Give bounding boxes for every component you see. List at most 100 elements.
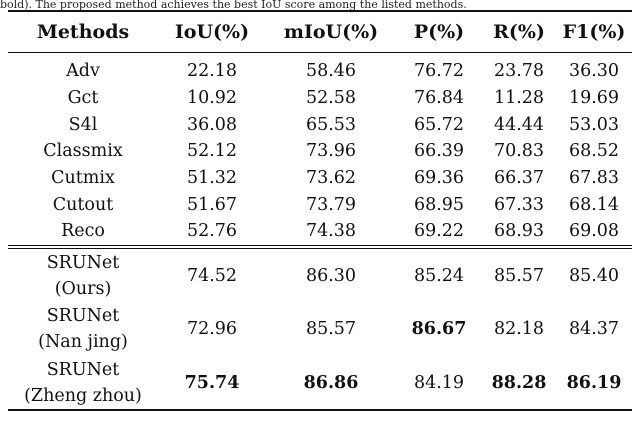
cell-f1: 19.69 (568, 88, 620, 109)
cell-f1: 85.40 (556, 247, 632, 303)
best-value: 86.19 (566, 372, 622, 393)
cell-method: S4l (68, 114, 98, 135)
cell-recall: 44.44 (493, 114, 545, 135)
cell-precision: 68.95 (413, 194, 465, 215)
cell-recall: 85.57 (482, 247, 556, 303)
results-table: Methods IoU(%) mIoU(%) P(%) R(%) F1(%) A… (8, 10, 632, 411)
cell-recall: 68.93 (493, 221, 545, 242)
cell-method: Adv (66, 61, 100, 82)
caption-fragment: bold). The proposed method achieves the … (0, 0, 467, 11)
header-miou: mIoU(%) (283, 21, 379, 43)
cell-miou: 74.38 (305, 221, 357, 242)
value: 84.19 (413, 372, 465, 393)
table-row: Gct 10.92 52.58 76.84 11.28 19.69 (8, 85, 632, 112)
value: 84.37 (568, 319, 620, 340)
baseline-rows: Adv 22.18 58.46 76.72 23.78 36.30 Gct 10.92 52.5… (8, 53, 632, 247)
best-value: 86.86 (303, 372, 359, 393)
cell-f1: 36.30 (568, 61, 620, 82)
cell-miou: 58.46 (305, 61, 357, 82)
value: 85.24 (413, 265, 465, 286)
cell-f1: 69.08 (568, 221, 620, 242)
cell-iou: 75.74 (158, 356, 266, 411)
cell-recall: 23.78 (493, 61, 545, 82)
cell-f1: 86.19 (556, 356, 632, 411)
cell-miou: 86.86 (266, 356, 396, 411)
cell-recall: 66.37 (493, 168, 545, 189)
cell-precision: 66.39 (413, 141, 465, 162)
best-value: 88.28 (491, 372, 547, 393)
value: 82.18 (493, 319, 545, 340)
cell-precision: 86.67 (396, 302, 482, 356)
value: 74.52 (186, 265, 238, 286)
table-row: SRUNet (Ours) 74.52 86.30 85.24 85.57 85.40 (8, 247, 632, 303)
header-methods: Methods (36, 21, 130, 43)
method-variant: (Nan jing) (38, 332, 128, 353)
header-iou: IoU(%) (174, 21, 250, 43)
cell-precision: 76.84 (413, 88, 465, 109)
table-row: S4l 36.08 65.53 65.72 44.44 53.03 (8, 111, 632, 138)
cell-iou: 72.96 (158, 302, 266, 356)
header-f1: F1(%) (562, 21, 626, 43)
table-row: Reco 52.76 74.38 69.22 68.93 69.08 (8, 218, 632, 247)
cell-method: Classmix (43, 141, 123, 162)
table-row: Adv 22.18 58.46 76.72 23.78 36.30 (8, 53, 632, 85)
cell-iou: 36.08 (186, 114, 238, 135)
table-row: Cutmix 51.32 73.62 69.36 66.37 67.83 (8, 165, 632, 192)
cell-iou: 52.76 (186, 221, 238, 242)
cell-precision: 69.36 (413, 168, 465, 189)
best-value: 75.74 (184, 372, 240, 393)
value: 72.96 (186, 319, 238, 340)
value: 85.57 (493, 265, 545, 286)
cell-precision: 76.72 (413, 61, 465, 82)
cell-miou: 73.79 (305, 194, 357, 215)
header-row: Methods IoU(%) mIoU(%) P(%) R(%) F1(%) (8, 11, 632, 53)
table-row: Cutout 51.67 73.79 68.95 67.33 68.14 (8, 191, 632, 218)
value: 86.30 (305, 265, 357, 286)
cell-miou: 65.53 (305, 114, 357, 135)
table-row: SRUNet (Zheng zhou) 75.74 86.86 84.19 88.28 86… (8, 356, 632, 411)
cell-recall: 82.18 (482, 302, 556, 356)
table-row: SRUNet (Nan jing) 72.96 85.57 86.67 82.18 84.3… (8, 302, 632, 356)
cell-miou: 73.62 (305, 168, 357, 189)
cell-miou: 52.58 (305, 88, 357, 109)
cell-method: SRUNet (Nan jing) (8, 302, 158, 356)
method-name: SRUNet (46, 306, 120, 327)
header-precision: P(%) (413, 21, 465, 43)
cell-precision: 69.22 (413, 221, 465, 242)
cell-iou: 10.92 (186, 88, 238, 109)
cell-method: Reco (61, 221, 105, 242)
cell-f1: 53.03 (568, 114, 620, 135)
cell-recall: 88.28 (482, 356, 556, 411)
cell-recall: 11.28 (493, 88, 545, 109)
cell-f1: 67.83 (568, 168, 620, 189)
proposed-rows: SRUNet (Ours) 74.52 86.30 85.24 85.57 85.40 SRU… (8, 246, 632, 411)
cell-recall: 70.83 (493, 141, 545, 162)
cell-precision: 84.19 (396, 356, 482, 411)
value: 85.57 (305, 319, 357, 340)
cell-method: Cutout (52, 194, 114, 215)
best-value: 86.67 (411, 319, 467, 340)
cell-f1: 68.14 (568, 194, 620, 215)
cell-f1: 68.52 (568, 141, 620, 162)
cell-precision: 65.72 (413, 114, 465, 135)
cell-method: Cutmix (51, 168, 115, 189)
cell-miou: 86.30 (266, 247, 396, 303)
cell-iou: 51.67 (186, 194, 238, 215)
cell-miou: 73.96 (305, 141, 357, 162)
method-name: SRUNet (46, 252, 120, 273)
method-name: SRUNet (46, 359, 120, 380)
value: 85.40 (568, 265, 620, 286)
cell-iou: 22.18 (186, 61, 238, 82)
table-row: Classmix 52.12 73.96 66.39 70.83 68.52 (8, 138, 632, 165)
cell-method: SRUNet (Zheng zhou) (8, 356, 158, 411)
cell-iou: 52.12 (186, 141, 238, 162)
header-recall: R(%) (493, 21, 545, 43)
method-variant: (Zheng zhou) (24, 385, 142, 406)
cell-method: Gct (67, 88, 99, 109)
method-variant: (Ours) (54, 278, 112, 299)
cell-method: SRUNet (Ours) (8, 247, 158, 303)
cell-f1: 84.37 (556, 302, 632, 356)
cell-recall: 67.33 (493, 194, 545, 215)
cell-iou: 74.52 (158, 247, 266, 303)
cell-iou: 51.32 (186, 168, 238, 189)
